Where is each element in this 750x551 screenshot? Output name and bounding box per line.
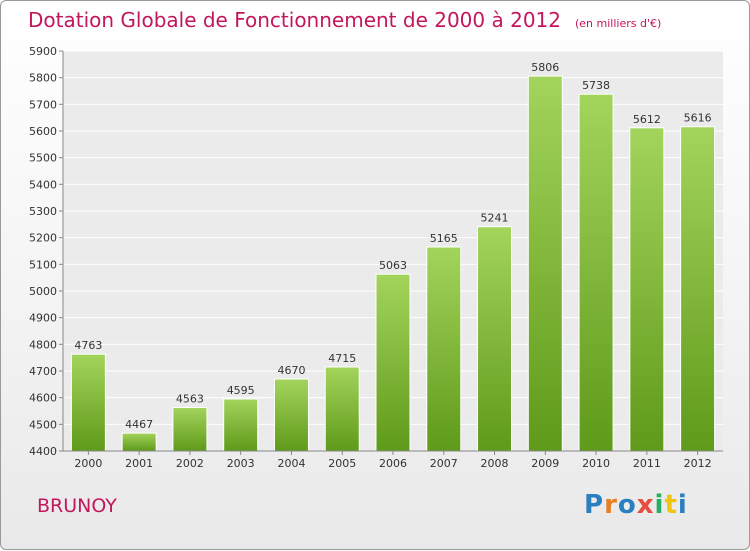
- bar: [629, 127, 665, 452]
- y-tick-label: 5700: [29, 98, 57, 111]
- bar: [477, 226, 513, 452]
- y-tick-label: 5800: [29, 72, 57, 85]
- x-tick-label: 2004: [277, 457, 305, 470]
- bar: [527, 75, 563, 452]
- x-tick-label: 2010: [582, 457, 610, 470]
- bar: [375, 273, 411, 452]
- bar-value-label: 5806: [531, 61, 559, 74]
- bar-value-label: 4763: [74, 339, 102, 352]
- x-tick-label: 2011: [633, 457, 661, 470]
- bar: [121, 432, 157, 452]
- bar-value-label: 4467: [125, 418, 153, 431]
- logo-letter: i: [654, 490, 665, 520]
- y-tick-label: 4500: [29, 418, 57, 431]
- y-tick-label: 5300: [29, 205, 57, 218]
- x-tick-label: 2006: [379, 457, 407, 470]
- bar-value-label: 5738: [582, 79, 610, 92]
- x-tick-label: 2001: [125, 457, 153, 470]
- x-tick-label: 2000: [74, 457, 102, 470]
- bar-value-label: 5063: [379, 259, 407, 272]
- bar-value-label: 4670: [277, 364, 305, 377]
- x-tick-label: 2012: [684, 457, 712, 470]
- logo-letter: r: [604, 490, 618, 520]
- chart-title: Dotation Globale de Fonctionnement de 20…: [28, 8, 661, 32]
- bar: [172, 407, 208, 452]
- bar-value-label: 5165: [430, 232, 458, 245]
- x-tick-label: 2007: [430, 457, 458, 470]
- y-tick-label: 5400: [29, 178, 57, 191]
- logo-letter: x: [636, 490, 655, 520]
- logo-letter: o: [617, 490, 637, 520]
- bars-group: [70, 75, 716, 452]
- x-tick-label: 2009: [531, 457, 559, 470]
- x-tick-label: 2002: [176, 457, 204, 470]
- y-tick-label: 5000: [29, 285, 57, 298]
- y-tick-label: 4400: [29, 445, 57, 458]
- bar: [324, 366, 360, 452]
- bar-value-label: 4563: [176, 393, 204, 406]
- subtitle-text: (en milliers d'€): [575, 17, 662, 30]
- x-tick-label: 2003: [227, 457, 255, 470]
- y-tick-label: 5900: [29, 45, 57, 58]
- axes-group: [59, 50, 723, 455]
- y-tick-label: 5500: [29, 152, 57, 165]
- bar: [426, 246, 462, 452]
- x-tick-label: 2008: [481, 457, 509, 470]
- y-tick-label: 4900: [29, 312, 57, 325]
- bar: [273, 378, 309, 452]
- logo-letter: P: [584, 490, 605, 520]
- y-tick-label: 4800: [29, 338, 57, 351]
- bar: [680, 126, 716, 452]
- y-tick-label: 5200: [29, 232, 57, 245]
- commune-name: BRUNOY: [37, 495, 117, 517]
- y-tick-label: 4700: [29, 365, 57, 378]
- title-text: Dotation Globale de Fonctionnement de 20…: [28, 8, 561, 32]
- x-tick-label: 2005: [328, 457, 356, 470]
- logo-letter: i: [677, 490, 688, 520]
- logo-letter: t: [664, 490, 678, 520]
- bar-value-label: 4715: [328, 352, 356, 365]
- bar: [223, 398, 259, 452]
- bar: [578, 93, 614, 452]
- bar-value-label: 5616: [684, 112, 712, 125]
- y-tick-label: 5100: [29, 258, 57, 271]
- bar-value-label: 4595: [227, 384, 255, 397]
- labels-group: 4400 4500 4600 4700 4800 4900 5000 5100 5200 5300…: [29, 45, 712, 470]
- bar-value-label: 5241: [481, 212, 509, 225]
- y-tick-label: 5600: [29, 125, 57, 138]
- bar-value-label: 5612: [633, 113, 661, 126]
- proxiti-logo[interactable]: Proxiti: [584, 490, 688, 520]
- y-tick-label: 4600: [29, 392, 57, 405]
- bar: [70, 353, 106, 452]
